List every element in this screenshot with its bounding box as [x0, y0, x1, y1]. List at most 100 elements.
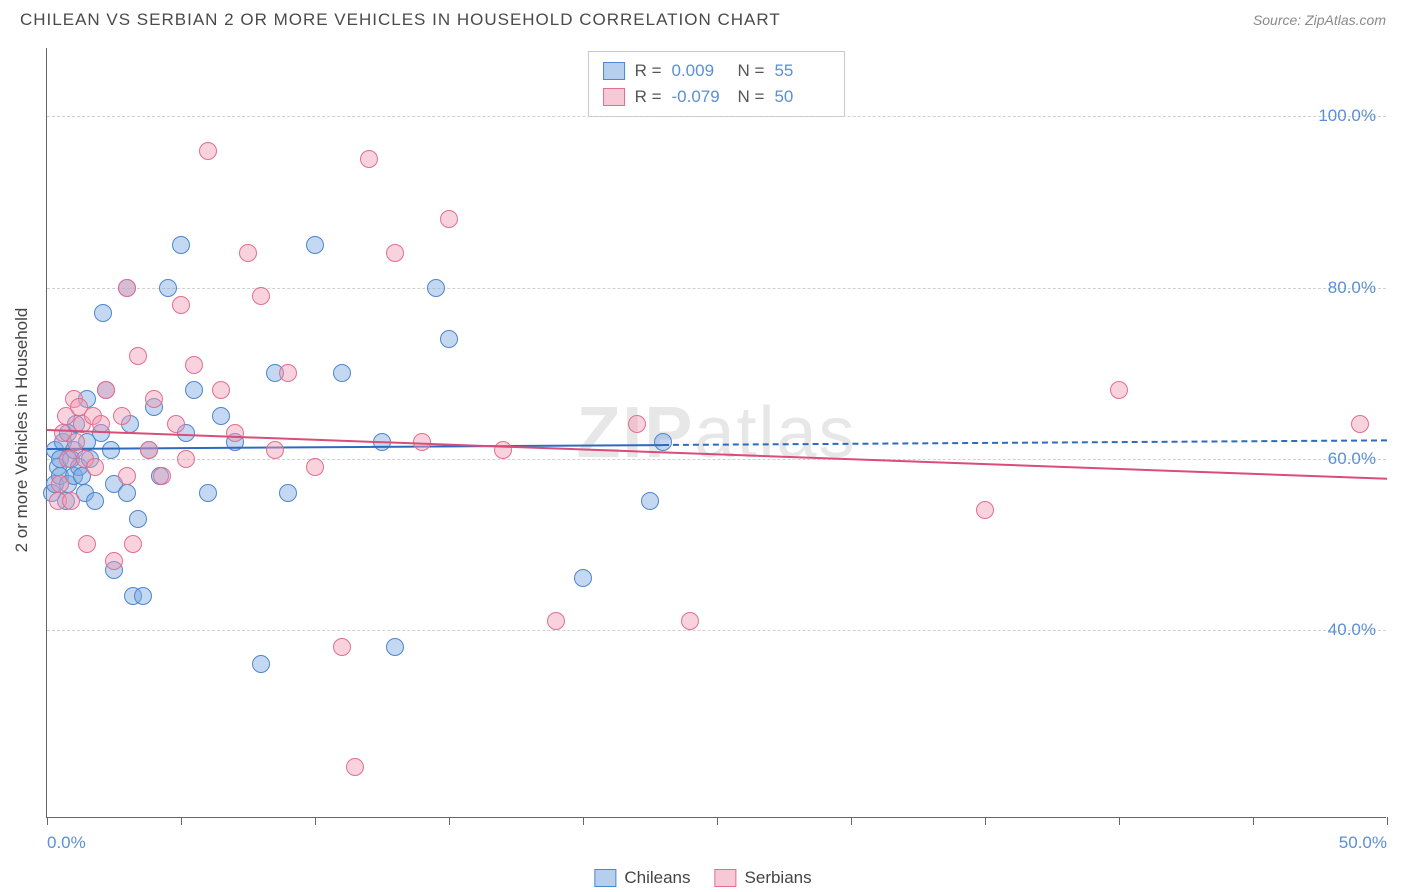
legend-swatch — [715, 869, 737, 887]
data-point — [167, 415, 185, 433]
data-point — [976, 501, 994, 519]
legend-stats-box: R = 0.009 N = 55 R = -0.079 N = 50 — [588, 51, 846, 117]
data-point — [212, 381, 230, 399]
trend-line — [663, 440, 1387, 447]
data-point — [185, 381, 203, 399]
data-point — [440, 210, 458, 228]
watermark-rest: atlas — [694, 393, 856, 473]
stat-r-value: -0.079 — [672, 84, 728, 110]
legend-swatch — [603, 62, 625, 80]
data-point — [172, 296, 190, 314]
data-point — [124, 535, 142, 553]
data-point — [129, 510, 147, 528]
data-point — [1110, 381, 1128, 399]
data-point — [159, 279, 177, 297]
gridline — [47, 288, 1386, 289]
gridline — [47, 630, 1386, 631]
data-point — [494, 441, 512, 459]
x-tick-mark — [1119, 817, 1120, 825]
x-tick-mark — [985, 817, 986, 825]
data-point — [681, 612, 699, 630]
data-point — [279, 484, 297, 502]
data-point — [78, 535, 96, 553]
data-point — [67, 433, 85, 451]
data-point — [185, 356, 203, 374]
data-point — [86, 458, 104, 476]
legend-stats-row: R = -0.079 N = 50 — [603, 84, 831, 110]
data-point — [199, 142, 217, 160]
chart-header: CHILEAN VS SERBIAN 2 OR MORE VEHICLES IN… — [0, 0, 1406, 36]
data-point — [118, 484, 136, 502]
y-tick-label: 100.0% — [1318, 106, 1376, 126]
data-point — [153, 467, 171, 485]
data-point — [386, 244, 404, 262]
data-point — [113, 407, 131, 425]
data-point — [547, 612, 565, 630]
x-tick-mark — [181, 817, 182, 825]
data-point — [177, 450, 195, 468]
data-point — [86, 492, 104, 510]
data-point — [145, 390, 163, 408]
x-tick-mark — [1253, 817, 1254, 825]
data-point — [333, 638, 351, 656]
data-point — [628, 415, 646, 433]
data-point — [118, 279, 136, 297]
y-tick-label: 80.0% — [1328, 278, 1376, 298]
x-tick-mark — [449, 817, 450, 825]
data-point — [51, 475, 69, 493]
chart-title: CHILEAN VS SERBIAN 2 OR MORE VEHICLES IN… — [20, 10, 781, 30]
data-point — [333, 364, 351, 382]
x-tick-mark — [315, 817, 316, 825]
data-point — [140, 441, 158, 459]
data-point — [172, 236, 190, 254]
data-point — [129, 347, 147, 365]
stat-r-value: 0.009 — [672, 58, 728, 84]
legend-label: Chileans — [624, 868, 690, 888]
legend-swatch — [603, 88, 625, 106]
legend-stats-row: R = 0.009 N = 55 — [603, 58, 831, 84]
data-point — [641, 492, 659, 510]
data-point — [239, 244, 257, 262]
data-point — [386, 638, 404, 656]
stat-r-label: R = — [635, 84, 662, 110]
x-tick-mark — [851, 817, 852, 825]
data-point — [97, 381, 115, 399]
y-tick-label: 40.0% — [1328, 620, 1376, 640]
scatter-plot-area: ZIPatlas R = 0.009 N = 55 R = -0.079 N = 50 40.… — [46, 48, 1386, 818]
data-point — [134, 587, 152, 605]
legend-item: Chileans — [594, 868, 690, 888]
y-tick-label: 60.0% — [1328, 449, 1376, 469]
data-point — [574, 569, 592, 587]
data-point — [346, 758, 364, 776]
data-point — [427, 279, 445, 297]
watermark: ZIPatlas — [576, 392, 856, 474]
data-point — [360, 150, 378, 168]
x-tick-mark — [583, 817, 584, 825]
x-tick-label: 50.0% — [1339, 833, 1387, 853]
x-tick-mark — [1387, 817, 1388, 825]
gridline — [47, 116, 1386, 117]
data-point — [212, 407, 230, 425]
data-point — [279, 364, 297, 382]
data-point — [62, 492, 80, 510]
stat-n-label: N = — [738, 58, 765, 84]
stat-n-value: 50 — [774, 84, 830, 110]
stat-n-label: N = — [738, 84, 765, 110]
data-point — [118, 467, 136, 485]
data-point — [105, 552, 123, 570]
data-point — [440, 330, 458, 348]
legend-series: Chileans Serbians — [594, 868, 811, 888]
legend-item: Serbians — [715, 868, 812, 888]
x-tick-mark — [717, 817, 718, 825]
data-point — [252, 655, 270, 673]
data-point — [199, 484, 217, 502]
legend-swatch — [594, 869, 616, 887]
chart-source: Source: ZipAtlas.com — [1253, 12, 1386, 28]
stat-n-value: 55 — [774, 58, 830, 84]
data-point — [306, 236, 324, 254]
data-point — [102, 441, 120, 459]
data-point — [306, 458, 324, 476]
stat-r-label: R = — [635, 58, 662, 84]
data-point — [226, 424, 244, 442]
data-point — [1351, 415, 1369, 433]
